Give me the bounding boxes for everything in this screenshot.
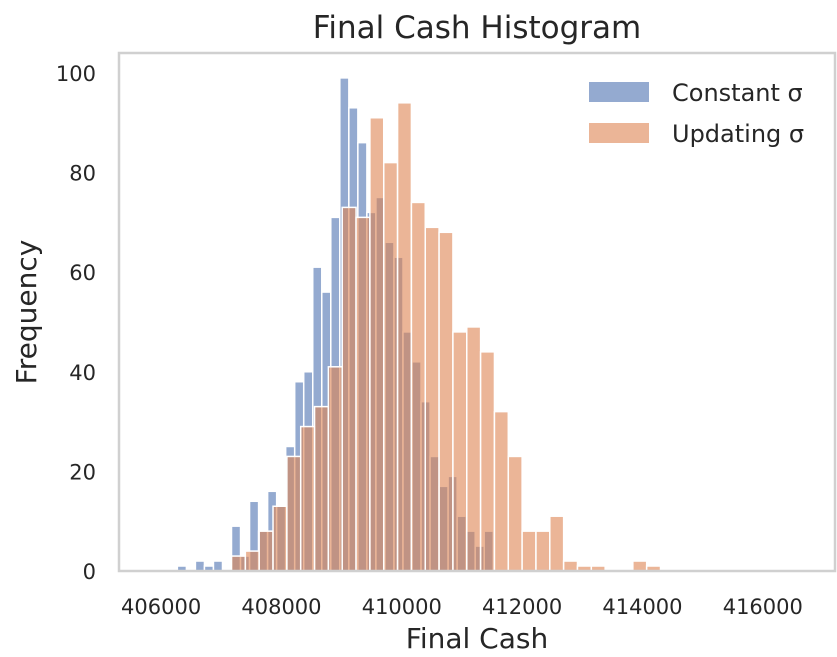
updating-bar-22 (535, 530, 551, 572)
y-tick-label: 40 (69, 361, 96, 385)
updating-bar-18 (479, 351, 496, 572)
y-axis-label: Frequency (10, 240, 43, 385)
updating-bar-20 (507, 455, 523, 572)
x-tick-label: 416000 (723, 595, 803, 619)
y-tick-label: 60 (69, 261, 96, 285)
y-tick-label: 100 (56, 62, 96, 86)
updating-bar-10 (369, 117, 385, 572)
updating-bar-3 (272, 505, 288, 572)
updating-bar-0 (230, 555, 247, 572)
x-tick-label: 412000 (482, 595, 562, 619)
updating-bar-13 (410, 201, 427, 572)
updating-bar-21 (521, 530, 537, 572)
updating-bar-16 (452, 331, 468, 572)
updating-bar-29 (632, 560, 648, 572)
y-tick-label: 80 (69, 162, 96, 186)
y-tick-label: 20 (69, 460, 96, 484)
updating-bar-23 (549, 515, 565, 572)
constant-bar-4 (212, 560, 224, 572)
updating-bar-8 (341, 206, 357, 572)
updating-bar-14 (424, 226, 440, 572)
legend-swatch-updating (589, 123, 649, 143)
updating-bar-2 (258, 530, 274, 572)
x-axis-label: Final Cash (406, 622, 548, 655)
x-tick-labels: 406000 408000 410000 412000 414000 416000 (121, 595, 803, 619)
updating-bar-19 (493, 410, 510, 572)
updating-bar-9 (355, 216, 371, 572)
updating-bar-1 (244, 550, 260, 572)
x-tick-label: 414000 (602, 595, 682, 619)
y-tick-labels: 0 20 40 60 80 100 (56, 62, 96, 584)
plot-frame (117, 51, 837, 573)
updating-bar-17 (466, 326, 482, 572)
updating-bar-15 (438, 231, 454, 572)
x-tick-label: 406000 (121, 595, 201, 619)
bars-layer (176, 77, 662, 572)
updating-bar-6 (313, 405, 330, 572)
updating-bar-5 (299, 425, 316, 572)
chart-title: Final Cash Histogram (313, 10, 641, 46)
legend: Constant σ Updating σ (589, 79, 804, 148)
x-tick-label: 410000 (362, 595, 442, 619)
updating-bar-12 (396, 102, 413, 572)
constant-bar-2 (194, 560, 206, 572)
legend-swatch-constant (589, 82, 649, 102)
updating-bar-7 (327, 366, 343, 572)
legend-label-updating: Updating σ (672, 120, 804, 148)
updating-bar-24 (562, 560, 579, 572)
y-tick-label: 0 (83, 560, 96, 584)
updating-bar-11 (382, 161, 399, 572)
x-tick-label: 408000 (241, 595, 321, 619)
updating-bar-4 (286, 455, 302, 572)
legend-label-constant: Constant σ (672, 79, 803, 107)
